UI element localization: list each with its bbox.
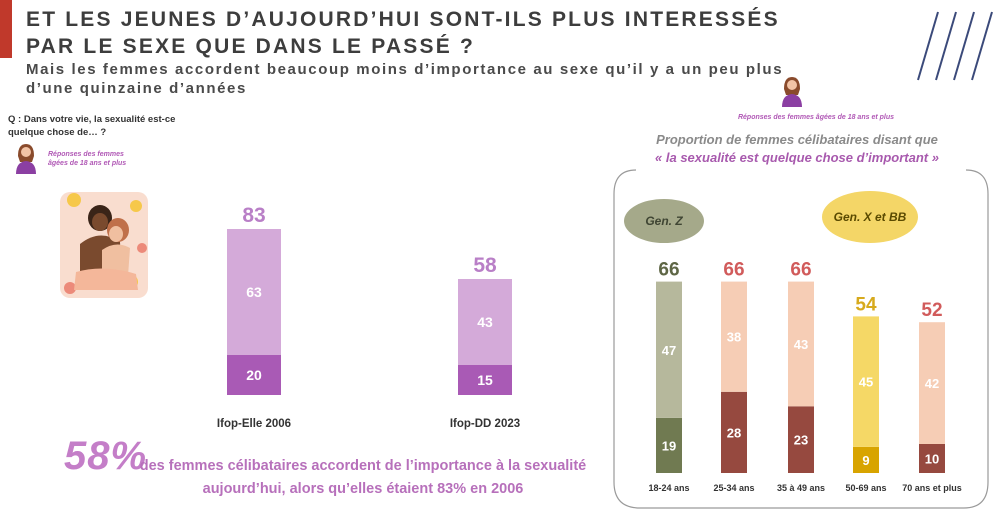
bar-segment-top	[788, 281, 814, 407]
category-label: 18-24 ans	[648, 483, 689, 493]
gen-z-bubble: Gen. Z	[624, 199, 704, 243]
woman-icon	[16, 144, 36, 174]
data-label: 15	[477, 372, 493, 388]
category-label: 50-69 ans	[845, 483, 886, 493]
total-label: 66	[658, 260, 679, 281]
bar-segment-top	[656, 281, 682, 418]
data-label: 45	[859, 375, 873, 390]
total-label: 66	[723, 260, 744, 281]
diagonal-lines-decoration	[917, 11, 993, 81]
bar-segment-top	[919, 322, 945, 444]
bar-segment-base	[919, 444, 945, 473]
total-label: 83	[242, 204, 265, 227]
woman-icon	[782, 77, 802, 107]
bar-segment-top	[227, 229, 281, 355]
data-label: 38	[727, 330, 741, 345]
bar-segment-base	[227, 355, 281, 395]
highlight-text: des femmes célibataires accordent de l’i…	[139, 458, 587, 497]
bar-segment-base	[458, 365, 512, 395]
bar-segment-top	[458, 279, 512, 365]
data-label: 19	[662, 438, 676, 453]
panel-title: Proportion de femmes célibataires disant…	[656, 132, 938, 147]
gen-x-bb-bubble: Gen. X et BB	[822, 191, 918, 243]
panel-quote: « la sexualité est quelque chose d’impor…	[655, 150, 939, 165]
total-label: 66	[790, 260, 811, 281]
data-label: 43	[477, 314, 493, 330]
data-label: 63	[246, 284, 262, 300]
chart-right-stacked-bars: 19 47 66 18-24 ans 28 38 66 25-34 ans 23 43 66 35 à…	[648, 260, 962, 493]
category-label: 25-34 ans	[713, 483, 754, 493]
data-label: 9	[862, 453, 869, 468]
category-label: 70 ans et plus	[902, 483, 962, 493]
data-label: 28	[727, 425, 741, 440]
panel-frame	[613, 169, 989, 509]
data-label: 47	[662, 343, 676, 358]
data-label: 23	[794, 433, 808, 448]
bar-segment-base	[853, 446, 879, 473]
accent-bar	[0, 0, 12, 58]
data-label: 20	[246, 367, 262, 383]
respondents-note-right: Réponses des femmes âgées de 18 ans et p…	[737, 114, 894, 121]
category-label: Ifop-Elle 2006	[217, 418, 291, 430]
bar-segment-base	[656, 417, 682, 473]
question-text: Q : Dans votre vie, la sexualité est-ce …	[8, 114, 176, 138]
page-subtitle: Mais les femmes accordent beaucoup moins…	[26, 61, 784, 97]
respondents-note-left: Réponses des femmes âgées de 18 ans et p…	[48, 151, 127, 167]
category-label: 35 à 49 ans	[777, 483, 825, 493]
data-label: 43	[794, 337, 808, 352]
bar-segment-top	[853, 316, 879, 447]
total-label: 58	[473, 254, 497, 277]
category-label: Ifop-DD 2023	[450, 418, 520, 430]
highlight-percentage: 58%	[64, 434, 148, 478]
bar-segment-base	[721, 391, 747, 473]
chart-left-stacked-bars: 20 63 83 Ifop-Elle 2006 15 43 58 Ifop-DD 2023	[217, 204, 520, 430]
data-label: 42	[925, 376, 939, 391]
total-label: 52	[921, 300, 942, 321]
bar-segment-base	[788, 406, 814, 473]
data-label: 10	[925, 452, 939, 467]
couple-illustration	[60, 192, 148, 298]
total-label: 54	[855, 294, 877, 315]
bar-segment-top	[721, 281, 747, 392]
page-title: ET LES JEUNES D’AUJOURD’HUI SONT-ILS PLU…	[26, 8, 780, 58]
